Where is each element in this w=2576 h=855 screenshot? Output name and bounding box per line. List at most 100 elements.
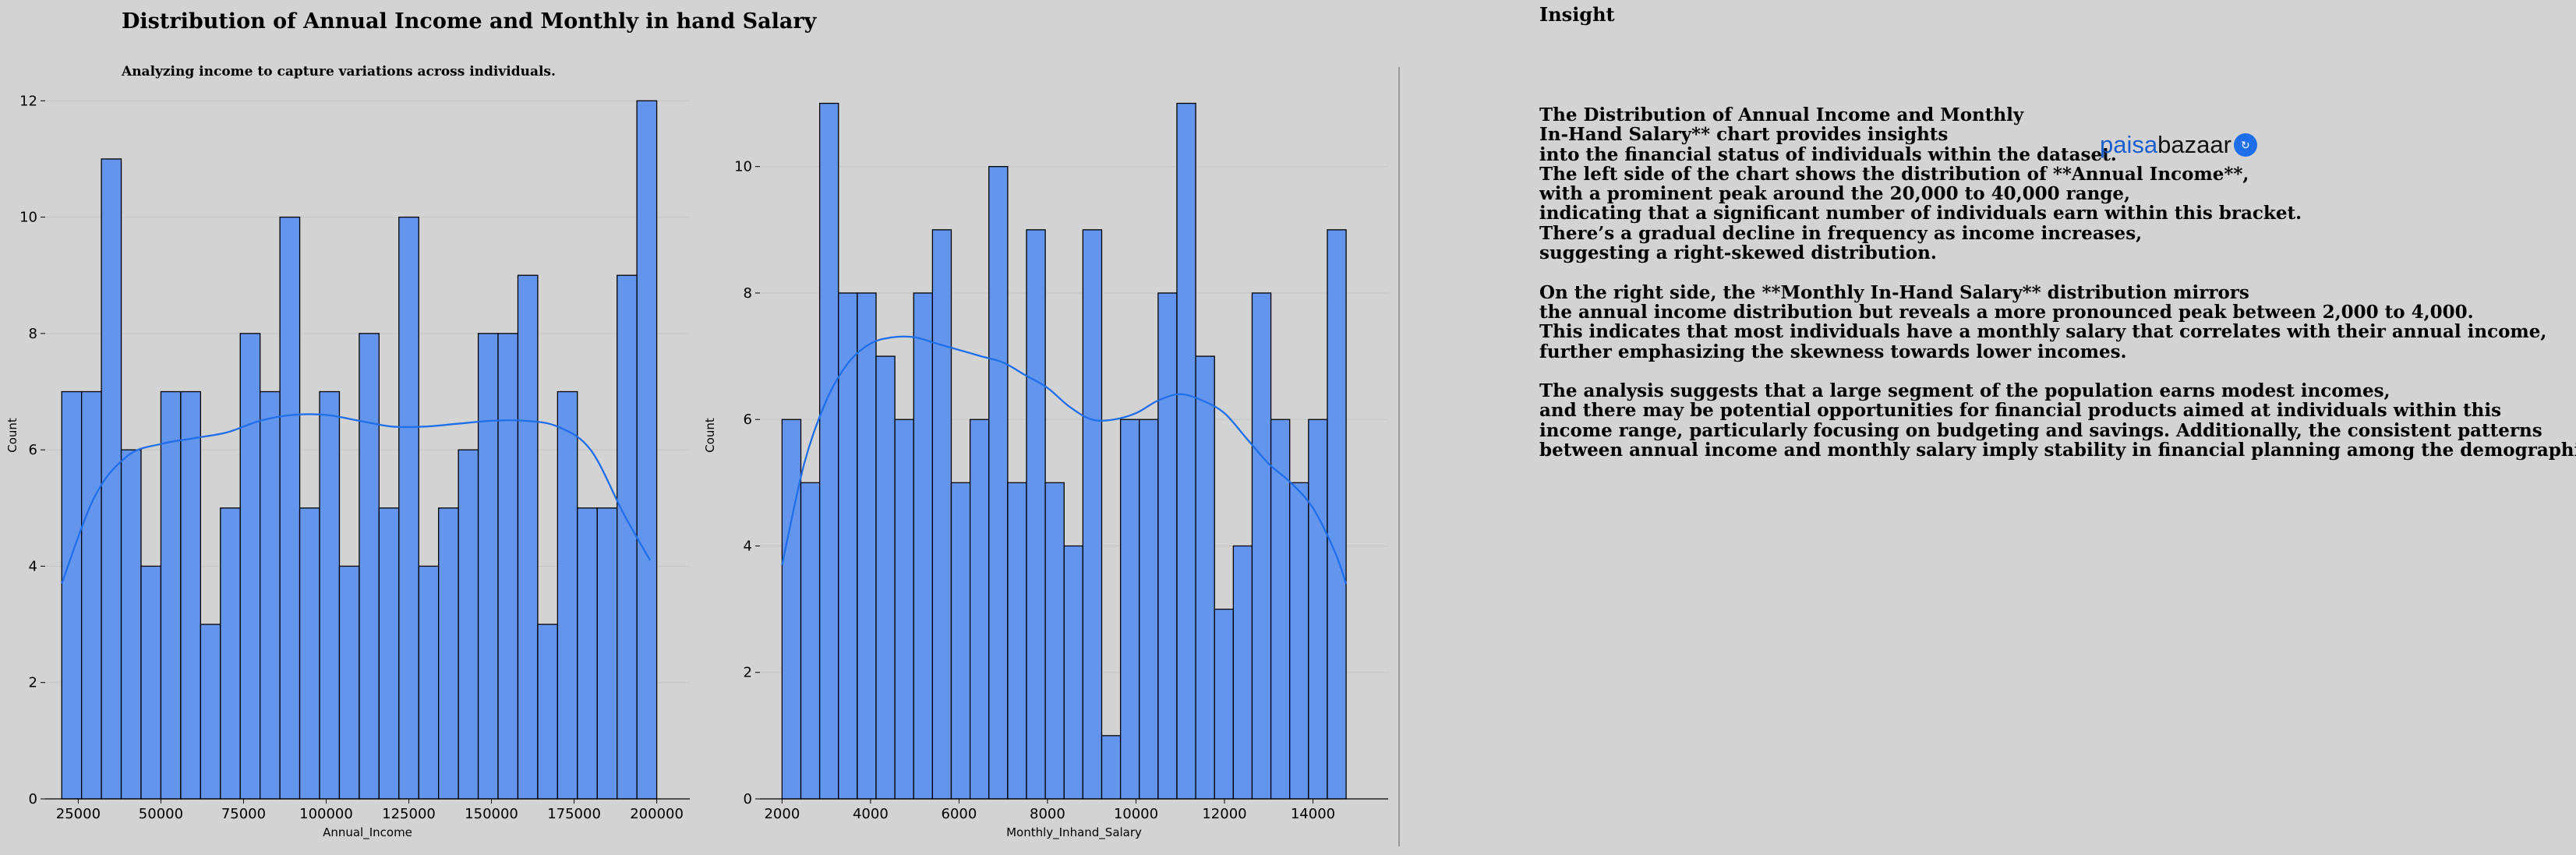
histogram-bar <box>458 449 479 800</box>
histogram-bar <box>1251 292 1272 800</box>
y-tick-label: 0 <box>29 791 37 807</box>
histogram-bar <box>61 390 83 800</box>
insight-line: This indicates that most individuals hav… <box>1539 321 2547 343</box>
histogram-bar <box>1139 419 1159 800</box>
insight-line: indicating that a significant number of … <box>1539 203 2302 224</box>
y-axis-label: Count <box>5 418 19 453</box>
figure-title: Distribution of Annual Income and Monthl… <box>122 9 817 34</box>
insight-line: income range, particularly focusing on b… <box>1539 419 2542 441</box>
logo-bazaar-text: bazaar <box>2157 131 2231 158</box>
insight-line: the annual income distribution but revea… <box>1539 301 2474 323</box>
histogram-bar <box>988 166 1009 800</box>
histogram-bar <box>1176 102 1196 800</box>
histogram-bar <box>120 449 142 800</box>
histogram-bar <box>913 292 934 800</box>
kde-line <box>781 335 1348 585</box>
x-tick-label: 150000 <box>465 806 518 822</box>
y-tick-label: 6 <box>29 442 37 458</box>
y-axis-label: Count <box>703 418 717 453</box>
x-tick-label: 25000 <box>56 806 101 822</box>
histogram-bar <box>838 292 858 800</box>
monthly-salary-histogram: 0 2 4 6 8 10 2000 4000 6000 8000 10000 12000 14000 Mo… <box>703 102 1388 840</box>
insight-title: Insight <box>1539 3 1615 26</box>
histogram-bar <box>418 565 440 800</box>
histogram-bar <box>857 292 877 800</box>
histogram-bar <box>438 507 459 800</box>
y-tick-label: 4 <box>744 538 752 554</box>
insight-line: The Distribution of Annual Income and Mo… <box>1539 104 2024 125</box>
histogram-bar <box>894 419 914 800</box>
histogram-bar <box>537 624 559 800</box>
insight-line: The left side of the chart shows the dis… <box>1539 163 2249 185</box>
y-tick-label: 12 <box>19 93 37 109</box>
histogram-bar <box>1327 229 1347 800</box>
histogram-bar <box>1195 355 1215 800</box>
histogram-bar <box>596 507 618 800</box>
y-tick-label: 2 <box>744 665 752 681</box>
x-tick-label: 8000 <box>1030 806 1065 822</box>
histogram-bar <box>1157 292 1178 800</box>
x-tick-label: 125000 <box>382 806 436 822</box>
insight-line: There’s a gradual decline in frequency a… <box>1539 222 2143 244</box>
logo-badge-icon: ↻ <box>2233 133 2257 157</box>
histogram-bar <box>279 216 301 800</box>
x-tick-label: 50000 <box>139 806 183 822</box>
histogram-bar <box>239 333 261 800</box>
insight-line: into the financial status of individuals… <box>1539 143 2117 165</box>
histogram-bar <box>1101 735 1122 800</box>
x-axis-label: Annual_Income <box>323 825 412 840</box>
x-tick-label: 10000 <box>1114 806 1158 822</box>
insight-line: and there may be potential opportunities… <box>1539 400 2502 422</box>
insight-line: The analysis suggests that a large segme… <box>1539 380 2390 402</box>
insight-line: In-Hand Salary** chart provides insights <box>1539 124 1949 146</box>
x-tick-label: 175000 <box>547 806 601 822</box>
histogram-bar <box>140 565 162 800</box>
insight-line: with a prominent peak around the 20,000 … <box>1539 183 2131 205</box>
histogram-bar <box>950 482 971 800</box>
histogram-bar <box>1289 482 1309 800</box>
histogram-bar <box>517 274 539 800</box>
logo-paisa-text: paisa <box>2100 131 2158 158</box>
insight-line <box>1539 263 2576 282</box>
paisabazaar-logo: paisa bazaar ↻ <box>2100 131 2257 159</box>
histogram-bar <box>1026 229 1046 800</box>
annual-income-histogram: 0 2 4 6 8 10 12 25000 50000 75000 100000 125000 1500… <box>5 93 690 840</box>
vertical-divider <box>1398 67 1400 846</box>
histogram-bar <box>1270 419 1291 800</box>
x-tick-label: 75000 <box>221 806 266 822</box>
histogram-bar <box>338 565 360 800</box>
histogram-bar <box>1232 545 1253 800</box>
y-tick-label: 2 <box>29 675 37 691</box>
insight-line: On the right side, the **Monthly In-Hand… <box>1539 281 2249 303</box>
histogram-bar <box>1044 482 1065 800</box>
insight-line: between annual income and monthly salary… <box>1539 440 2576 461</box>
histogram-bar <box>800 482 821 800</box>
x-tick-label: 100000 <box>299 806 353 822</box>
y-tick-label: 0 <box>744 791 752 807</box>
x-axis-label: Monthly_Inhand_Salary <box>1006 825 1142 840</box>
y-tick-label: 6 <box>744 412 752 428</box>
histogram-bar <box>1082 229 1103 800</box>
y-tick-label: 8 <box>744 285 752 302</box>
histogram-bar <box>1119 419 1140 800</box>
insight-line: further emphasizing the skewness towards… <box>1539 341 2127 362</box>
histogram-bar <box>969 419 990 800</box>
histogram-bar <box>875 355 896 800</box>
histogram-bar <box>398 216 419 800</box>
histogram-bar <box>81 390 102 800</box>
insight-line: suggesting a right-skewed distribution. <box>1539 242 1937 264</box>
histogram-bar <box>781 419 802 800</box>
histogram-bar <box>477 333 499 800</box>
x-tick-label: 2000 <box>764 806 800 822</box>
histogram-bar <box>1308 419 1328 800</box>
insight-text: The Distribution of Annual Income and Mo… <box>1539 104 2576 461</box>
x-tick-label: 4000 <box>853 806 889 822</box>
x-tick-label: 200000 <box>630 806 684 822</box>
histogram-bar <box>299 507 320 800</box>
y-tick-label: 8 <box>29 326 37 342</box>
histogram-bar <box>617 274 638 800</box>
histogram-bar <box>1063 545 1084 800</box>
histogram-bar <box>1007 482 1027 800</box>
y-tick-label: 10 <box>734 159 752 175</box>
x-tick-label: 12000 <box>1202 806 1246 822</box>
